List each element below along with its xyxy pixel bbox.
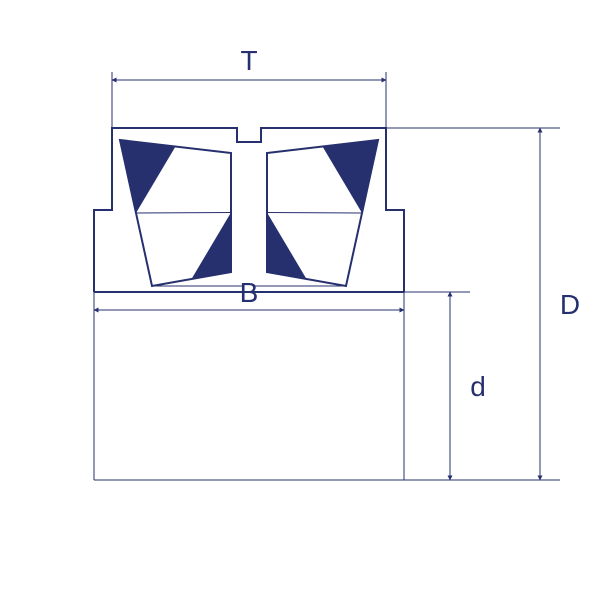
label-d: d bbox=[470, 371, 486, 402]
roller-right-fill-top bbox=[323, 140, 379, 213]
label-T: T bbox=[240, 45, 257, 76]
roller-left-axis bbox=[136, 213, 231, 214]
label-D: D bbox=[560, 289, 580, 320]
roller-left-fill-top bbox=[120, 140, 176, 213]
roller-right-fill-bot bbox=[267, 213, 307, 280]
label-B: B bbox=[240, 277, 259, 308]
roller-right-axis bbox=[267, 213, 362, 214]
roller-left-fill-bot bbox=[192, 213, 232, 280]
